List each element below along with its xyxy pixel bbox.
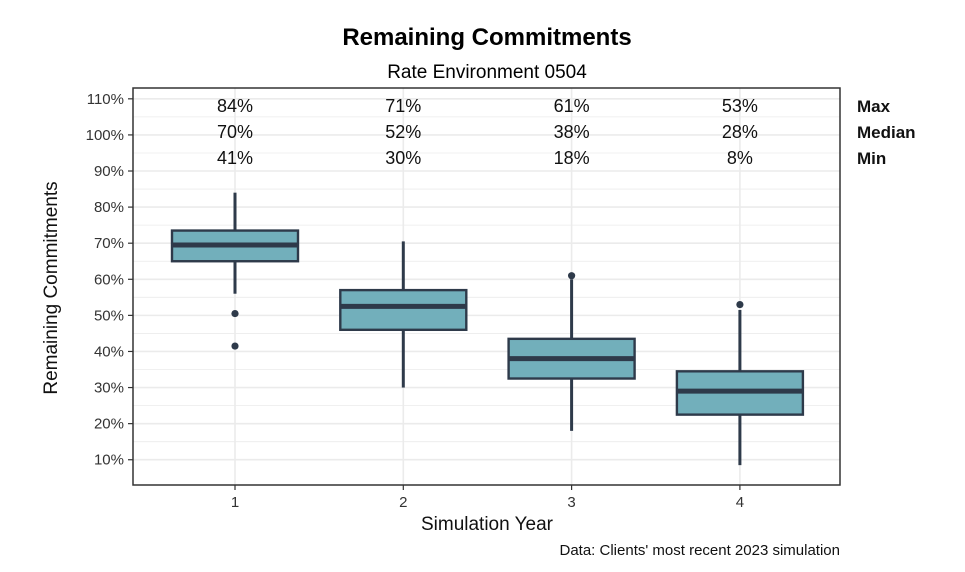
stat-label-median: 38% xyxy=(554,122,590,142)
box-group xyxy=(339,241,468,388)
legend-max: Max xyxy=(857,97,891,116)
outlier-point xyxy=(568,272,576,280)
x-axis-title: Simulation Year xyxy=(421,514,554,535)
x-tick-label: 3 xyxy=(567,494,575,511)
legend-min: Min xyxy=(857,149,886,168)
stat-annotations: 84% 71% 61% 53% 70% 52% 38% 28% 41% 30% 18% 8% xyxy=(217,96,758,168)
y-tick-label: 100% xyxy=(86,127,124,144)
y-tick-label: 90% xyxy=(94,163,124,180)
box-group xyxy=(507,272,636,431)
y-tick-label: 40% xyxy=(94,343,124,360)
stat-label-min: 30% xyxy=(385,148,421,168)
legend-median: Median xyxy=(857,123,916,142)
chart-subtitle: Rate Environment 0504 xyxy=(387,62,587,83)
y-tick-label: 60% xyxy=(94,271,124,288)
y-tick-label: 20% xyxy=(94,416,124,433)
stat-legend: Max Median Min xyxy=(857,97,916,168)
y-tick-label: 10% xyxy=(94,452,124,469)
stat-label-median: 70% xyxy=(217,122,253,142)
x-tick-label: 4 xyxy=(736,494,744,511)
y-axis-title: Remaining Commitments xyxy=(41,181,62,394)
box-group xyxy=(675,300,805,466)
plot-panel-border xyxy=(132,87,841,486)
stat-label-min: 18% xyxy=(554,148,590,168)
y-tick-label: 50% xyxy=(94,307,124,324)
stat-label-median: 52% xyxy=(385,122,421,142)
chart-caption: Data: Clients' most recent 2023 simulati… xyxy=(560,542,841,559)
y-tick-label: 110% xyxy=(87,91,124,108)
x-axis: 1 2 3 4 xyxy=(231,485,744,511)
stat-label-max: 84% xyxy=(217,96,253,116)
stat-label-median: 28% xyxy=(722,122,758,142)
box-iqr xyxy=(339,288,468,332)
stat-label-max: 61% xyxy=(554,96,590,116)
stat-label-min: 8% xyxy=(727,148,753,168)
x-tick-label: 2 xyxy=(399,494,407,511)
box-group xyxy=(170,192,300,350)
stat-label-max: 71% xyxy=(385,96,421,116)
stat-label-max: 53% xyxy=(722,96,758,116)
y-tick-label: 70% xyxy=(94,235,124,252)
outlier-point xyxy=(231,309,239,318)
y-tick-label: 80% xyxy=(94,199,124,216)
chart-title: Remaining Commitments xyxy=(342,24,631,51)
boxes-layer xyxy=(170,192,805,466)
y-axis: 10% 20% 30% 40% 50% 60% 70% 80% 90% 100% 110% xyxy=(86,91,133,469)
outlier-point xyxy=(736,300,744,309)
outlier-point xyxy=(231,342,239,350)
y-tick-label: 30% xyxy=(94,380,124,397)
x-tick-label: 1 xyxy=(231,494,239,511)
stat-label-min: 41% xyxy=(217,148,253,168)
